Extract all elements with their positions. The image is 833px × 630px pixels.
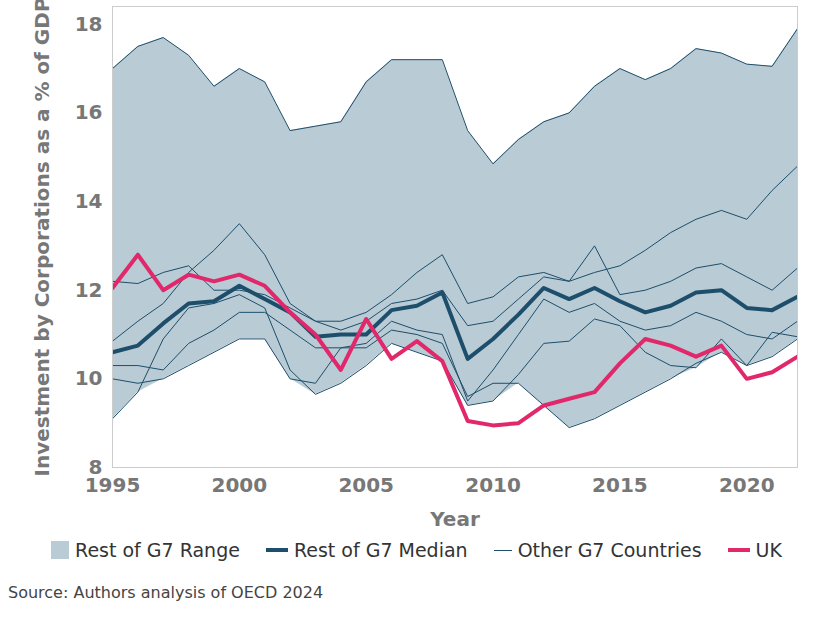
html-text:Other G7 Countries: Other G7 Countries [517, 539, 702, 561]
svg-text:18: 18 [75, 12, 103, 36]
svg-text:2010: 2010 [465, 473, 521, 497]
html-text:Source: Authors analysis of OE: Source: Authors analysis of OECD 2024 [8, 583, 324, 602]
svg-text:2020: 2020 [719, 473, 775, 497]
svg-text:Investment by Corporations as: Investment by Corporations as a % of GDP [30, 0, 54, 477]
html-text:Rest of G7 Median: Rest of G7 Median [293, 539, 468, 561]
svg-text:12: 12 [75, 278, 103, 302]
html-text:UK: UK [755, 539, 782, 561]
svg-text:14: 14 [75, 189, 103, 213]
svg-text:8: 8 [89, 455, 103, 479]
svg-text:1995: 1995 [84, 472, 141, 497]
svg-text:10: 10 [75, 366, 103, 390]
svg-text:2005: 2005 [338, 473, 394, 497]
svg-text:Year: Year [429, 507, 480, 531]
svg-text:2015: 2015 [592, 473, 648, 497]
svg-text:2000: 2000 [212, 473, 268, 497]
html-text:Rest of G7 Range: Rest of G7 Range [75, 539, 240, 561]
svg-text:16: 16 [75, 100, 103, 124]
